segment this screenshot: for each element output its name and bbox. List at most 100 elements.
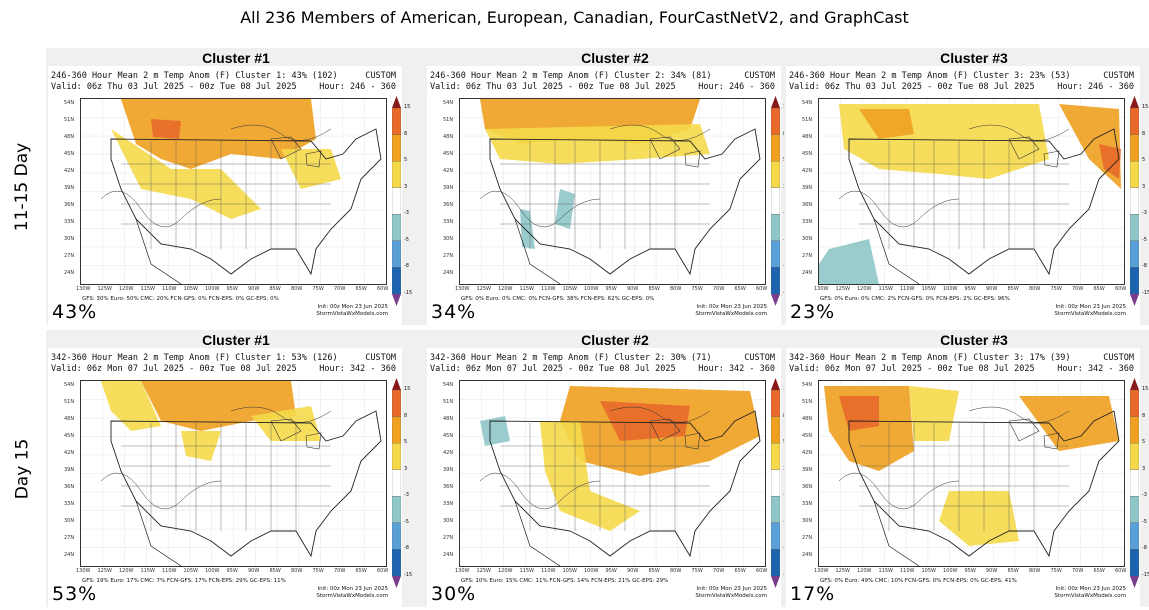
lat-label: 30N [802,236,813,242]
lat-label: 30N [802,518,813,524]
cluster-percent: 34% [431,301,477,323]
lat-label: 54N [802,382,813,388]
lon-label: 115W [519,568,535,574]
lat-label: 51N [64,399,75,405]
lat-label: 39N [64,185,75,191]
hour-range: Hour: 246 - 360 [1057,82,1134,92]
lat-label: 45N [443,433,454,439]
anomaly-map [459,98,766,285]
lat-label: 42N [443,168,454,174]
lat-label: 27N [802,535,813,541]
lon-label: 70W [713,286,725,292]
lon-label: 130W [814,286,829,292]
colorbar-label: 15 [1142,104,1149,110]
lon-label: 90W [627,568,639,574]
lat-label: 54N [64,100,75,106]
anomaly-region [121,99,316,169]
cluster-title: Cluster #3 [940,50,1008,66]
anomaly-chart: 246-360 Hour Mean 2 m Temp Anom (F) Clus… [427,66,791,325]
lon-label: 80W [670,286,682,292]
lon-label: 75W [1050,568,1062,574]
lat-label: 33N [802,501,813,507]
row-label-11-15-day: 11-15 Day [12,142,32,231]
cluster-percent: 23% [790,301,836,323]
cluster-title: Cluster #2 [581,332,649,348]
lon-label: 105W [562,286,578,292]
colorbar-label: 3 [1142,183,1146,190]
lon-label: 90W [986,286,998,292]
chart-header: 342-360 Hour Mean 2 m Temp Anom (F) Clus… [51,353,338,363]
anomaly-map [818,380,1125,567]
anomaly-chart: 342-360 Hour Mean 2 m Temp Anom (F) Clus… [427,348,791,607]
member-breakdown: GFS: 0% Euro: 49% CMC: 10% FCN-GFS: 0% F… [820,578,1017,584]
valid-range: Valid: 06z Mon 07 Jul 2025 - 00z Tue 08 … [789,364,1035,374]
lat-label: 30N [443,518,454,524]
anomaly-region [1059,104,1121,189]
member-breakdown: GFS: 19% Euro: 17% CMC: 7% FCN-GFS: 17% … [82,578,286,584]
lon-label: 70W [713,568,725,574]
lon-label: 120W [119,568,134,574]
init-time: Init: 00z Mon 23 Jun 2025 [696,304,767,310]
chart-header: 246-360 Hour Mean 2 m Temp Anom (F) Clus… [51,71,338,81]
cluster-panel: Cluster #2 342-360 Hour Mean 2 m Temp Ano… [425,330,805,607]
lon-label: 70W [1072,286,1084,292]
lon-label: 100W [205,286,220,292]
lon-label: 125W [476,286,492,292]
custom-label: CUSTOM [744,71,775,81]
lon-label: 65W [734,286,746,292]
colorbar-label: -8 [1142,263,1147,270]
lon-label: 125W [835,568,851,574]
lon-label: 110W [541,286,556,292]
lat-label: 24N [443,270,454,276]
lon-label: 60W [377,568,389,574]
colorbar [1130,96,1139,306]
lat-label: 36N [443,202,454,208]
lon-label: 100W [205,568,220,574]
us-outline [489,128,761,276]
lat-label: 27N [443,535,454,541]
lat-label: 42N [802,450,813,456]
lon-label: 80W [1029,286,1041,292]
anomaly-map-svg [460,381,765,566]
lon-label: 110W [162,286,177,292]
lon-label: 130W [455,286,470,292]
colorbar-label: 5 [1142,157,1146,164]
anomaly-map [80,98,387,285]
lat-label: 30N [443,236,454,242]
lon-label: 65W [1093,286,1105,292]
colorbar-label: 5 [404,157,408,164]
colorbar-label: -15 [404,572,413,578]
lon-label: 130W [76,286,91,292]
colorbar-label: 15 [404,104,411,110]
lat-label: 24N [802,270,813,276]
colorbar [392,96,401,306]
lon-label: 85W [1007,286,1019,292]
lon-label: 60W [756,286,768,292]
lon-label: 100W [584,568,599,574]
lat-label: 24N [443,552,454,558]
lat-label: 24N [802,552,813,558]
colorbar-label: 8 [404,412,408,419]
anomaly-region [111,129,261,219]
lon-label: 95W [964,286,976,292]
lon-label: 110W [900,568,915,574]
lon-label: 115W [140,568,156,574]
lat-label: 48N [802,416,813,422]
colorbar-label: -5 [1142,236,1147,243]
lat-label: 27N [802,253,813,259]
lon-label: 100W [943,286,958,292]
lon-label: 75W [691,568,703,574]
lon-label: 120W [498,568,513,574]
custom-label: CUSTOM [365,353,396,363]
lat-label: 42N [64,450,75,456]
init-time: Init: 00z Mon 23 Jun 2025 [317,586,388,592]
colorbar-label: -5 [1142,518,1147,525]
lon-label: 65W [734,568,746,574]
us-outline [110,128,382,276]
colorbar-label: -3 [404,210,409,217]
lat-label: 45N [64,433,75,439]
lon-label: 125W [835,286,851,292]
lon-label: 120W [857,568,872,574]
colorbar-label: -8 [1142,545,1147,552]
lat-label: 33N [64,219,75,225]
